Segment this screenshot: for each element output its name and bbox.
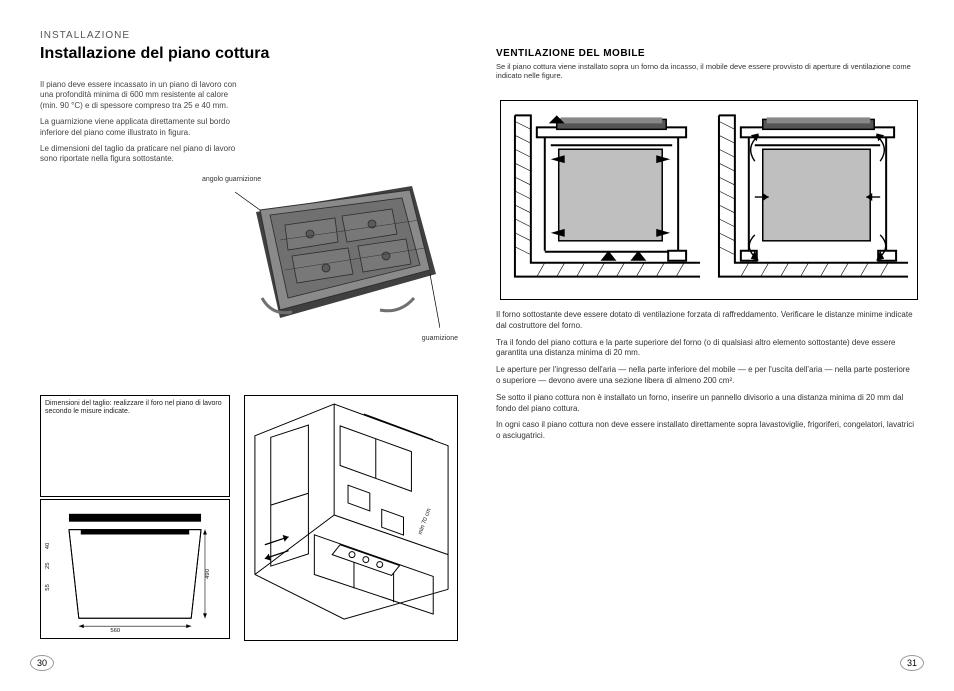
intro-text: Il piano deve essere incassato in un pia…: [40, 80, 240, 171]
page-number-left: 30: [30, 655, 54, 671]
svg-text:40: 40: [45, 542, 51, 549]
cutout-drawing: 40 25 55 560 490: [40, 499, 230, 639]
figure-cutout: Dimensioni del taglio: realizzare il for…: [40, 395, 235, 641]
intro-p3: Le dimensioni del taglio da praticare ne…: [40, 144, 240, 165]
intro-p1: Il piano deve essere incassato in un pia…: [40, 80, 240, 111]
svg-text:55: 55: [45, 583, 51, 590]
svg-text:25: 25: [45, 562, 51, 569]
right-p2: Tra il fondo del piano cottura e la part…: [496, 338, 916, 360]
page-number-right: 31: [900, 655, 924, 671]
right-body: Il forno sottostante deve essere dotato …: [496, 310, 916, 448]
heading-block: INSTALLAZIONE Installazione del piano co…: [40, 30, 440, 63]
right-p4: Se sotto il piano cottura non è installa…: [496, 393, 916, 415]
right-p3: Le aperture per l'ingresso dell'aria — n…: [496, 365, 916, 387]
tray-label-gasket: guarnizione: [422, 335, 458, 342]
tray-svg: [230, 170, 440, 360]
cutout-note: Dimensioni del taglio: realizzare il for…: [40, 395, 230, 497]
page-number-left-value: 30: [30, 655, 54, 671]
intro-p2: La guarnizione viene applicata direttame…: [40, 117, 240, 138]
heading-title: Installazione del piano cottura: [40, 45, 440, 63]
kitchen-min-dist: min 70 cm: [418, 508, 433, 536]
tray-label-corner: angolo guarnizione: [202, 176, 261, 183]
right-intro: Se il piano cottura viene installato sop…: [496, 62, 916, 81]
figure-kitchen-iso: min 70 cm: [244, 395, 458, 641]
right-p5: In ogni caso il piano cottura non deve e…: [496, 420, 916, 442]
right-p1: Il forno sottostante deve essere dotato …: [496, 310, 916, 332]
heading-tag: INSTALLAZIONE: [40, 30, 440, 41]
page-number-right-value: 31: [900, 655, 924, 671]
page: INSTALLAZIONE Installazione del piano co…: [0, 0, 954, 691]
vent-variant-b: [709, 101, 917, 299]
vent-variant-a: [501, 101, 709, 299]
right-heading: VENTILAZIONE DEL MOBILE: [496, 48, 916, 59]
cutout-depth-label: 490: [205, 568, 211, 579]
cutout-width-label: 560: [110, 628, 121, 634]
figure-gasket-tray: angolo guarnizione guarnizione: [230, 170, 440, 360]
figure-ventilation: [500, 100, 918, 300]
